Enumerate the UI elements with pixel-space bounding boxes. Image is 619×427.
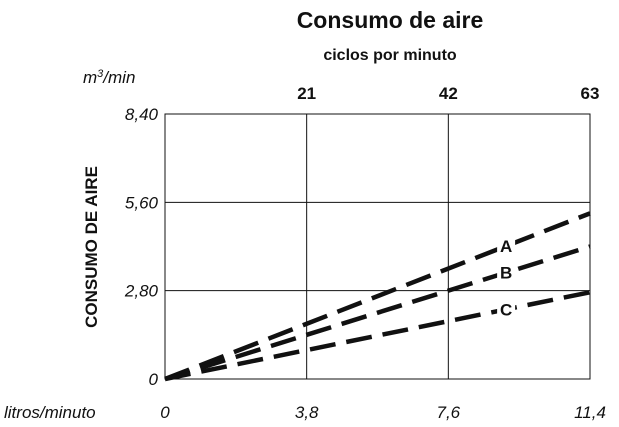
y-tick-label: 8,40 [125,105,159,124]
series-line-b [164,244,591,382]
x-tick-label: 0 [160,403,170,422]
y-tick-label: 5,60 [125,193,159,212]
series-label-a: A [500,237,512,256]
chart-title: Consumo de aire [297,7,484,33]
series-line-c [164,290,591,382]
series-label-bg [497,235,516,258]
top-tick-label: 21 [297,84,316,103]
x-tick-label: 7,6 [437,403,461,422]
grid-lines [165,114,590,379]
x-axis-title: litros/minuto [4,403,96,422]
series-label-bg [497,298,516,321]
series-label-c: C [500,300,512,319]
y-tick-label: 0 [149,370,159,389]
y-tick-label: 2,80 [124,282,159,301]
y-unit-label: m3/min [83,68,135,87]
x-tick-label: 11,4 [574,403,606,422]
top-tick-label: 42 [439,84,458,103]
chart-subtitle: ciclos por minuto [323,47,457,64]
series-label-bg [497,261,516,284]
series-lines [164,211,591,382]
top-tick-label: 63 [581,84,600,103]
series-label-b: B [500,264,512,283]
y-axis-title: CONSUMO DE AIRE [82,166,101,328]
x-tick-label: 3,8 [295,403,319,422]
tick-labels: 0 3,8 7,6 11,4 0 2,80 5,60 8,40 21 42 63 ABC [124,84,606,422]
plot-frame [164,113,591,380]
series-line-a [164,211,591,382]
